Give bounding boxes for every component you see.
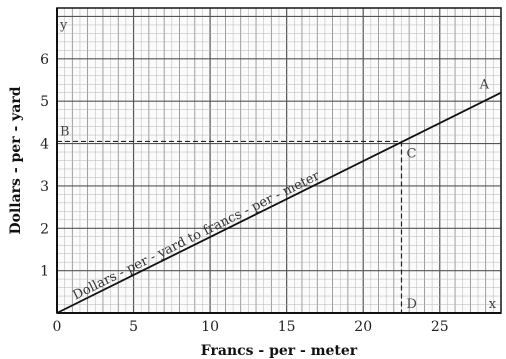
x-tick-label: 20 bbox=[354, 319, 372, 335]
annotation-y: y bbox=[59, 18, 68, 33]
annotation-point-c: C bbox=[406, 146, 416, 161]
series-line bbox=[56, 91, 502, 314]
y-tick-label: 4 bbox=[40, 137, 49, 153]
x-tick-label: 25 bbox=[431, 319, 449, 335]
y-tick-label: 5 bbox=[40, 94, 49, 110]
annotation-point-b: B bbox=[60, 124, 70, 139]
y-tick-label: 2 bbox=[40, 221, 49, 237]
x-tick-label: 10 bbox=[201, 319, 219, 335]
reference-lines bbox=[57, 140, 403, 313]
y-tick-label: 1 bbox=[40, 264, 49, 280]
annotations: y x A B C D bbox=[59, 18, 497, 312]
annotation-x: x bbox=[489, 297, 497, 312]
grid bbox=[56, 7, 502, 314]
x-tick-label: 15 bbox=[278, 319, 296, 335]
x-tick-label: 5 bbox=[129, 319, 138, 335]
tick-labels: 0 5 10 15 20 25 1 2 3 4 5 6 bbox=[40, 52, 449, 335]
y-tick-label: 6 bbox=[40, 52, 49, 68]
y-tick-label: 3 bbox=[40, 179, 49, 195]
x-axis-title: Francs - per - meter bbox=[201, 343, 358, 359]
annotation-point-a: A bbox=[479, 78, 490, 93]
annotation-point-d: D bbox=[406, 297, 416, 312]
y-axis-title: Dollars - per - yard bbox=[8, 86, 24, 234]
x-tick-label: 0 bbox=[53, 319, 62, 335]
